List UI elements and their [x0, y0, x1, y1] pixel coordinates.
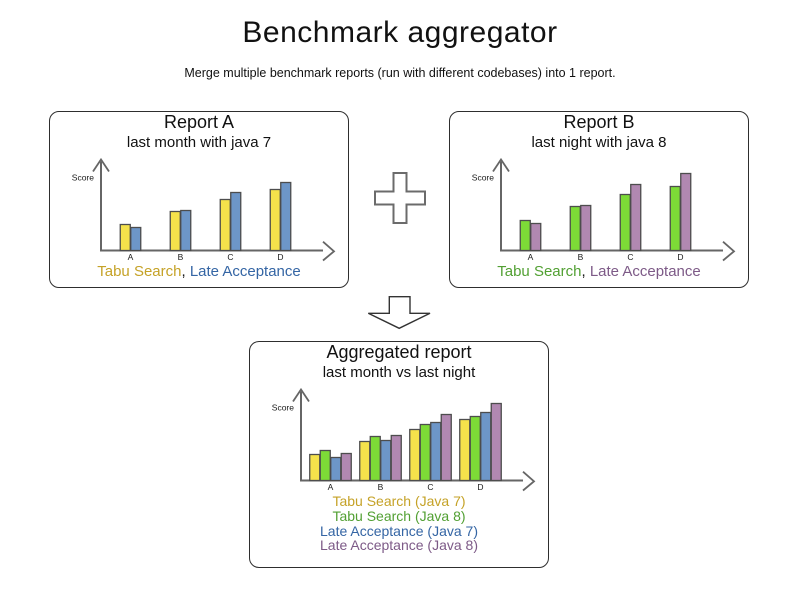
- bar: [530, 222, 542, 252]
- category-label: B: [378, 482, 384, 492]
- aggregated-report-subtitle: last month vs last night: [322, 364, 476, 381]
- legend-item: Late Acceptance: [189, 263, 301, 280]
- legend-item: Tabu Search: [497, 263, 582, 280]
- bar: [619, 193, 631, 252]
- bar: [330, 456, 342, 482]
- page-subtitle: Merge multiple benchmark reports (run wi…: [184, 66, 616, 80]
- plus-icon: [374, 172, 426, 224]
- legend-separator: ,: [581, 263, 590, 280]
- report-b-panel: Report B last night with java 8 Score A B C…: [449, 111, 749, 288]
- y-axis-arrow-icon: [492, 157, 510, 172]
- down-arrow-icon: [367, 296, 431, 330]
- legend-separator: ,: [181, 263, 190, 280]
- x-axis-arrow-icon: [522, 471, 536, 492]
- bar: [409, 428, 421, 482]
- bar: [430, 421, 442, 482]
- x-axis-arrow-icon: [322, 241, 336, 262]
- bar: [269, 188, 281, 252]
- bar: [440, 413, 452, 482]
- bar: [280, 181, 292, 252]
- y-axis-label: Score: [472, 173, 494, 183]
- bar: [469, 415, 481, 482]
- category-label: C: [227, 252, 233, 262]
- report-a-panel: Report A last month with java 7 Score A B C…: [49, 111, 349, 288]
- report-a-legend: Tabu Search, Late Acceptance: [50, 264, 348, 280]
- bar: [580, 204, 592, 252]
- bar: [130, 226, 142, 252]
- bar: [669, 185, 681, 252]
- category-label: A: [328, 482, 334, 492]
- bar: [490, 402, 502, 482]
- bar: [419, 423, 431, 482]
- category-label: A: [528, 252, 534, 262]
- bar: [380, 439, 392, 482]
- legend-item: Late Acceptance (Java 8): [320, 537, 478, 554]
- report-b-bar-chart: Score A B C D: [472, 157, 736, 262]
- bar: [180, 209, 192, 252]
- aggregated-bar-chart: Score A B C D: [272, 387, 536, 492]
- category-label: D: [277, 252, 283, 262]
- aggregated-legend: Tabu Search (Java 7) Tabu Search (Java 8)…: [250, 494, 548, 553]
- bar: [369, 435, 381, 482]
- aggregated-report-panel: Aggregated report last month vs last nig…: [249, 341, 549, 568]
- bar: [390, 434, 402, 482]
- bar: [359, 440, 371, 482]
- bar: [230, 191, 242, 252]
- legend-item: Late Acceptance (Java 7): [320, 522, 478, 539]
- bar: [519, 219, 531, 252]
- category-label: D: [477, 482, 483, 492]
- category-label: C: [427, 482, 433, 492]
- report-a-subtitle: last month with java 7: [126, 134, 272, 151]
- legend-item: Tabu Search (Java 8): [332, 507, 466, 524]
- legend-item: Tabu Search (Java 7): [332, 493, 466, 509]
- aggregated-report-title: Aggregated report: [326, 342, 472, 362]
- category-label: B: [578, 252, 584, 262]
- bar: [319, 449, 331, 482]
- category-label: B: [178, 252, 184, 262]
- y-axis-label: Score: [72, 173, 94, 183]
- report-a-title: Report A: [163, 112, 235, 132]
- category-label: C: [627, 252, 633, 262]
- bar: [219, 198, 231, 252]
- bar: [119, 223, 131, 252]
- report-a-bar-chart: Score A B C D: [72, 157, 336, 262]
- page-title: Benchmark aggregator: [242, 16, 558, 49]
- category-label: D: [677, 252, 683, 262]
- bar: [680, 172, 692, 252]
- bar: [340, 452, 352, 482]
- report-b-legend: Tabu Search, Late Acceptance: [450, 264, 748, 280]
- bar: [630, 183, 642, 252]
- report-b-title: Report B: [563, 112, 635, 132]
- bar: [169, 210, 181, 252]
- x-axis-arrow-icon: [722, 241, 736, 262]
- y-axis-arrow-icon: [292, 387, 310, 402]
- bar: [309, 453, 321, 482]
- category-label: A: [128, 252, 134, 262]
- y-axis-label: Score: [272, 403, 294, 413]
- y-axis-arrow-icon: [92, 157, 110, 172]
- legend-item: Tabu Search: [97, 263, 182, 280]
- report-b-subtitle: last night with java 8: [531, 134, 667, 151]
- bar: [480, 411, 492, 482]
- legend-item: Late Acceptance: [589, 263, 701, 280]
- bar: [459, 418, 471, 482]
- bar: [569, 205, 581, 252]
